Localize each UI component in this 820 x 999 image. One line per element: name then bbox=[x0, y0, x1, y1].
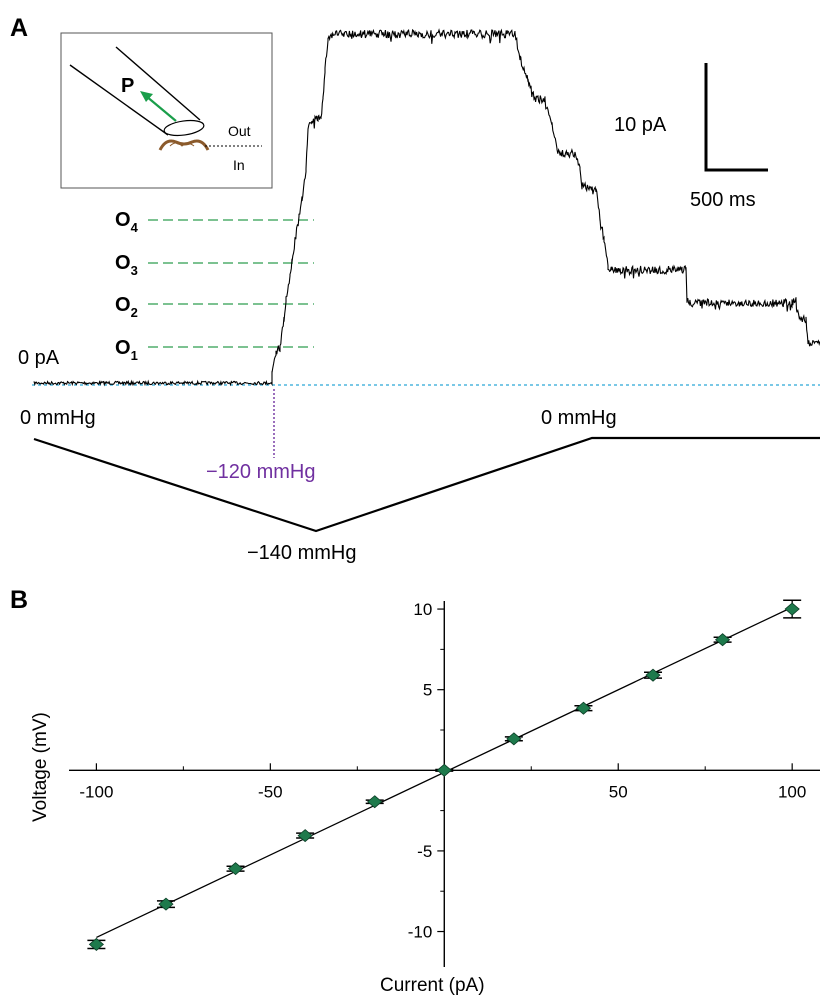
pressure-start-label: 0 mmHg bbox=[20, 407, 96, 429]
iv-chart: -100 -50 50 100 10 5 -5 -10 bbox=[69, 599, 820, 967]
y-tick-label: 5 bbox=[423, 681, 432, 700]
level-label-o1: O1 bbox=[115, 337, 138, 363]
outside-label: Out bbox=[228, 123, 251, 139]
y-tick-label: 10 bbox=[413, 600, 432, 619]
data-point bbox=[645, 668, 661, 682]
membrane-channels-icon bbox=[169, 142, 195, 147]
panel-a: A P Out In O4 O3 O2 O1 bbox=[10, 14, 820, 564]
data-point bbox=[784, 602, 800, 616]
data-point bbox=[367, 795, 383, 809]
inset-diagram: P Out In bbox=[60, 32, 273, 189]
data-point bbox=[436, 763, 452, 777]
data-point bbox=[714, 633, 731, 647]
x-tick-label: 100 bbox=[778, 782, 806, 801]
data-point bbox=[575, 701, 592, 715]
data-point bbox=[506, 732, 522, 746]
level-label-o2: O2 bbox=[115, 294, 138, 320]
scale-current-label: 10 pA bbox=[614, 114, 667, 136]
suction-arrow-head-icon bbox=[140, 91, 153, 102]
pressure-ramp bbox=[33, 436, 820, 533]
level-label-o3: O3 bbox=[115, 252, 138, 278]
data-point bbox=[158, 897, 174, 911]
panel-b: B -100 -50 50 100 10 5 -5 -10 Current (pA) Volt… bbox=[10, 586, 820, 996]
open-level-labels: O4 O3 O2 O1 bbox=[115, 209, 139, 363]
x-tick-label: -100 bbox=[79, 782, 113, 801]
membrane-patch-icon bbox=[158, 139, 210, 151]
data-point bbox=[227, 862, 244, 876]
level-label-o4: O4 bbox=[115, 209, 139, 235]
pressure-min-label: −140 mmHg bbox=[247, 542, 357, 564]
panel-a-label: A bbox=[10, 14, 28, 42]
data-point bbox=[297, 829, 313, 843]
panel-b-label: B bbox=[10, 586, 28, 614]
y-axis-title: Voltage (mV) bbox=[30, 712, 51, 822]
pipette-wall-left bbox=[69, 64, 169, 136]
scale-bar: 10 pA 500 ms bbox=[614, 63, 768, 211]
x-tick-label: 50 bbox=[609, 782, 628, 801]
inside-label: In bbox=[233, 157, 245, 173]
pressure-protocol: 0 mmHg 0 mmHg −120 mmHg −140 mmHg bbox=[20, 389, 820, 564]
pressure-end-label: 0 mmHg bbox=[541, 407, 617, 429]
x-tick-label: -50 bbox=[258, 782, 283, 801]
suction-arrow-icon bbox=[145, 95, 177, 122]
y-tick-label: -5 bbox=[417, 842, 432, 861]
pressure-threshold-label: −120 mmHg bbox=[206, 461, 316, 483]
x-axis-title: Current (pA) bbox=[380, 975, 485, 996]
y-tick-label: -10 bbox=[408, 923, 433, 942]
scale-time-label: 500 ms bbox=[690, 189, 756, 211]
zero-current-label: 0 pA bbox=[18, 347, 60, 369]
pipette-label: P bbox=[121, 75, 134, 97]
pipette-tip bbox=[163, 119, 205, 137]
data-point bbox=[88, 937, 105, 951]
current-trace bbox=[33, 28, 820, 387]
inset-frame bbox=[60, 32, 273, 189]
pipette-wall-right bbox=[115, 46, 201, 121]
